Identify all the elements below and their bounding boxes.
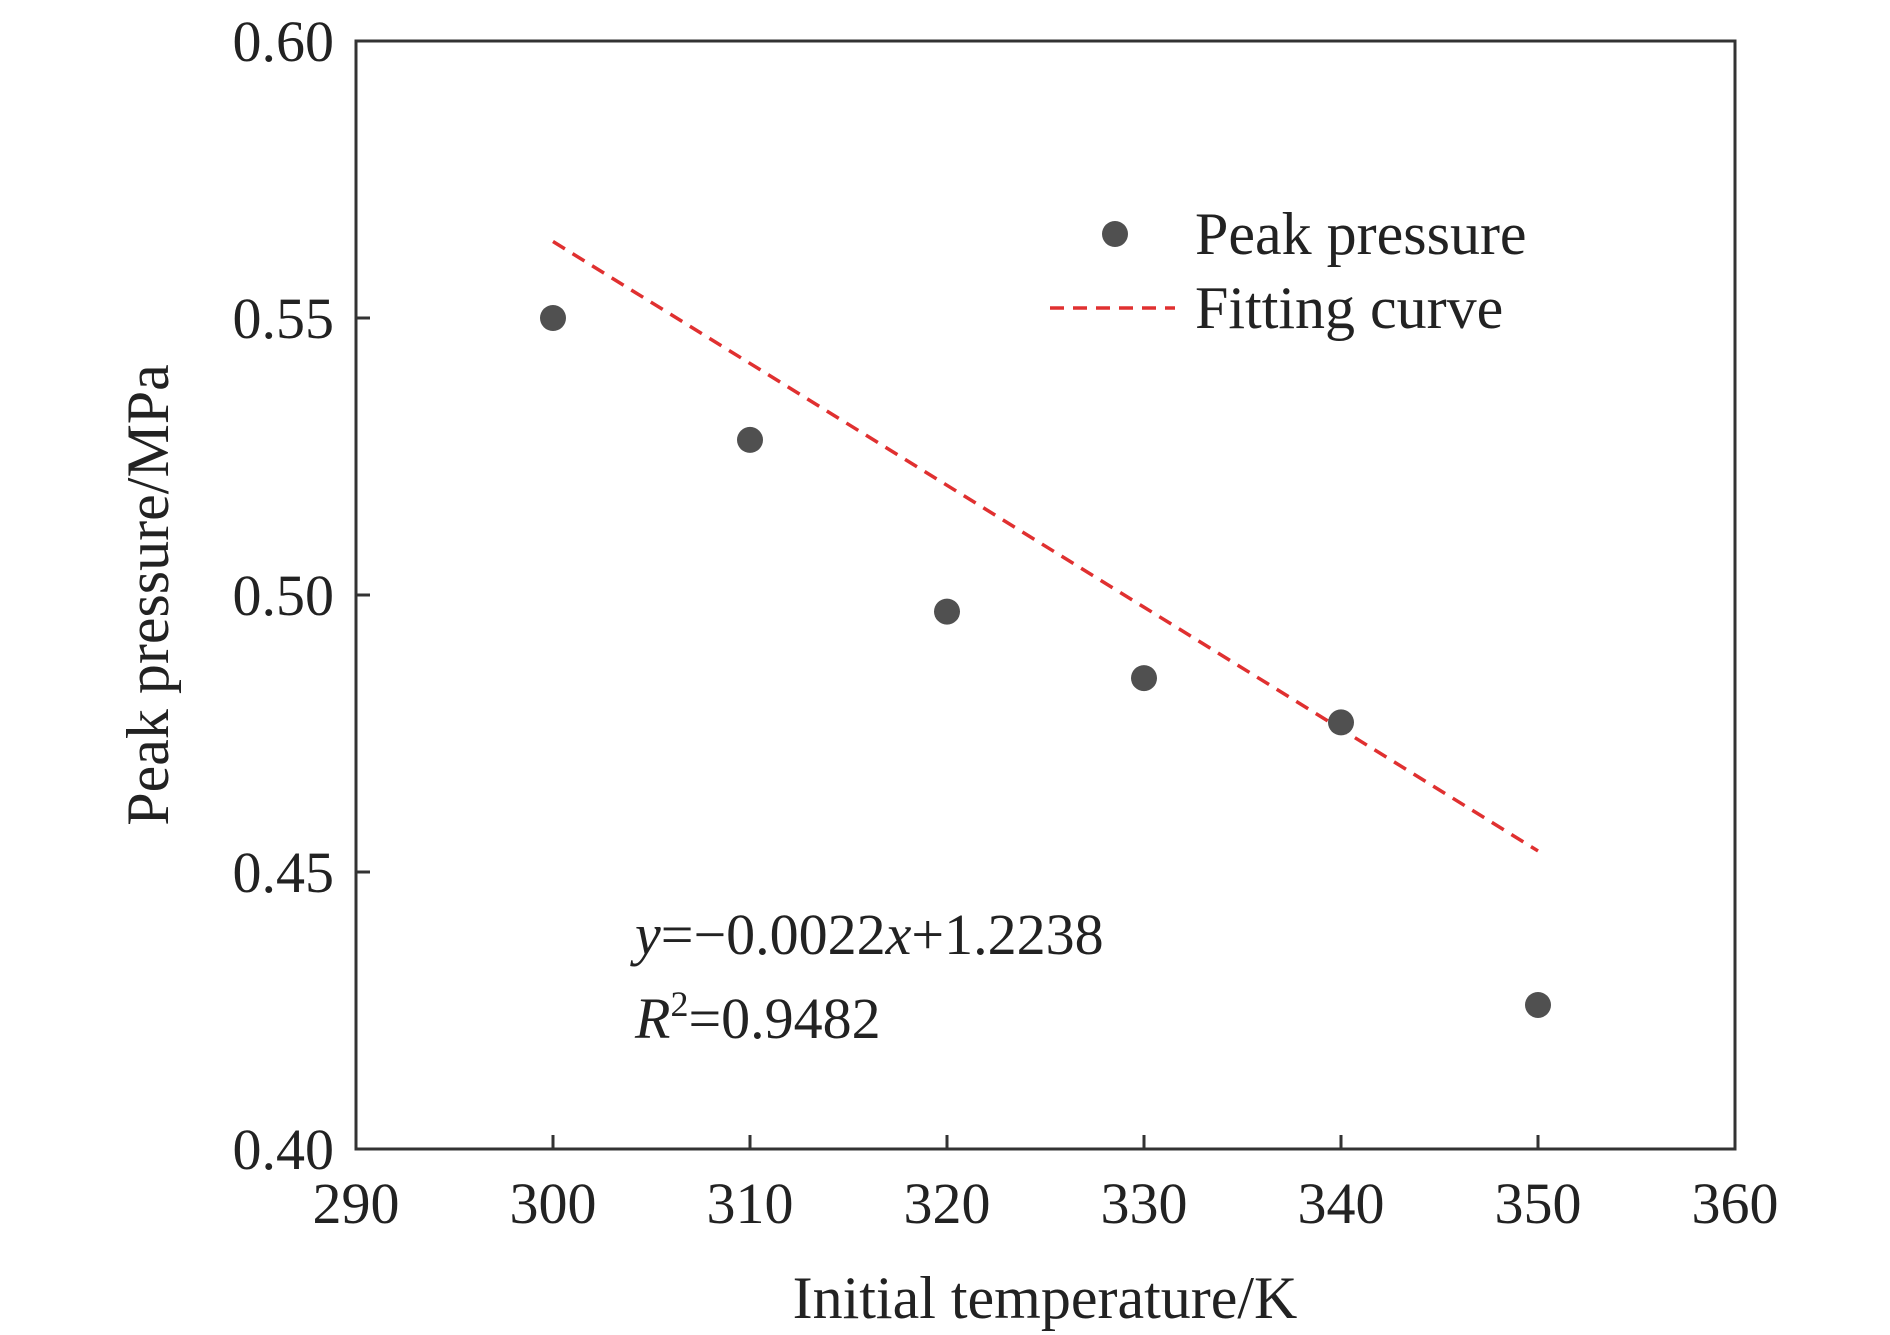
data-point bbox=[1328, 709, 1354, 736]
y-axis: 0.40 0.45 0.50 0.55 0.60 bbox=[233, 9, 370, 1182]
x-tick-label: 330 bbox=[1101, 1171, 1188, 1236]
x-axis-title: Initial temperature/K bbox=[793, 1265, 1298, 1331]
x-tick-label: 360 bbox=[1692, 1171, 1779, 1236]
x-tick-label: 320 bbox=[904, 1171, 991, 1236]
x-axis: 290 300 310 320 330 340 350 360 bbox=[313, 1135, 1779, 1236]
y-tick-label: 0.45 bbox=[233, 840, 335, 905]
y-tick-label: 0.40 bbox=[233, 1117, 335, 1182]
legend-label-fitting-curve: Fitting curve bbox=[1195, 275, 1503, 341]
x-tick-label: 300 bbox=[510, 1171, 597, 1236]
data-point bbox=[540, 305, 566, 331]
x-tick-label: 340 bbox=[1298, 1171, 1385, 1236]
y-axis-title: Peak pressure/MPa bbox=[115, 364, 181, 826]
legend-label-peak-pressure: Peak pressure bbox=[1195, 201, 1527, 267]
legend-marker-peak-pressure bbox=[1102, 221, 1128, 247]
r-squared: R2=0.9482 bbox=[634, 984, 881, 1051]
data-point bbox=[1525, 991, 1551, 1018]
data-points bbox=[540, 305, 1551, 1018]
plot-frame bbox=[354, 39, 1737, 1151]
x-tick-label: 310 bbox=[707, 1171, 794, 1236]
legend: Peak pressure Fitting curve bbox=[1050, 201, 1527, 341]
y-tick-label: 0.50 bbox=[233, 563, 335, 628]
data-point bbox=[737, 426, 763, 453]
fit-equation: y=−0.0022x+1.2238 bbox=[630, 902, 1104, 967]
y-tick-label: 0.55 bbox=[233, 286, 335, 351]
data-point bbox=[1131, 665, 1157, 692]
y-tick-label: 0.60 bbox=[233, 9, 335, 74]
data-point bbox=[934, 598, 960, 625]
x-tick-label: 350 bbox=[1495, 1171, 1582, 1236]
fitting-curve-line bbox=[552, 240, 1539, 853]
x-tick-label: 290 bbox=[313, 1171, 400, 1236]
